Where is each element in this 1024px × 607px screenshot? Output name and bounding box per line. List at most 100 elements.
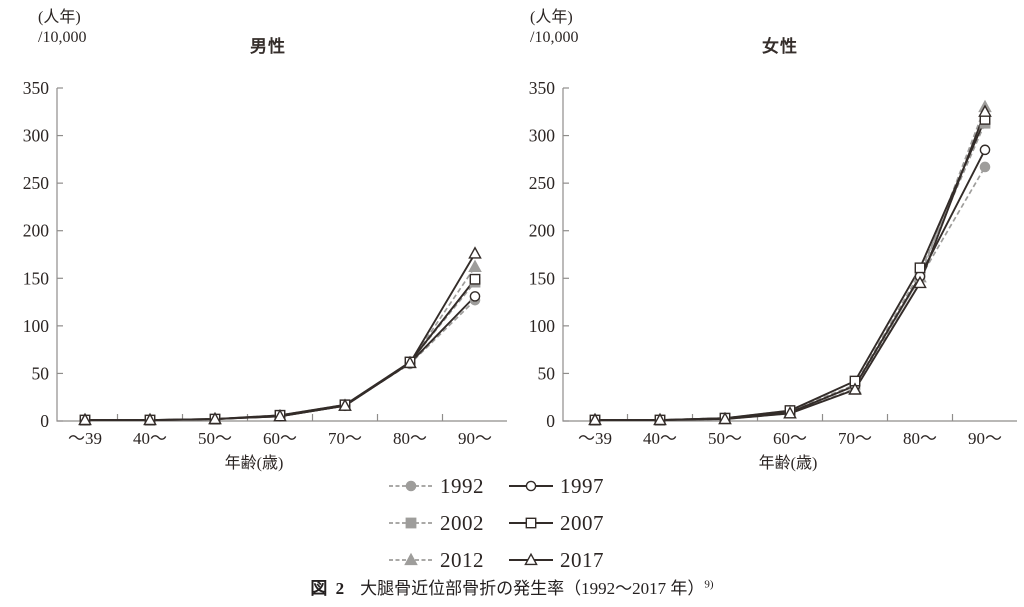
legend-item-2012: 2012 [388,548,484,572]
male-y-unit-line1: (人年) [38,9,81,26]
x-tick-label: 80〜 [393,429,427,448]
data-point-2017 [273,408,287,422]
axes-lines [56,88,507,422]
legend-item-2007: 2007 [508,511,604,535]
x-tick-label: 60〜 [263,429,297,448]
x-tick-label: 〜39 [578,429,612,448]
legend-marker [525,517,537,529]
y-tick-label: 250 [23,173,50,193]
data-point-1997 [979,144,991,156]
y-tick-label: 50 [538,363,556,383]
female-y-unit-line1: (人年) [530,9,573,26]
y-tick-label: 200 [529,221,556,241]
figure-caption-reference: 9) [704,578,714,591]
legend-item-2017: 2017 [508,548,604,572]
female-chart-title: 女性 [762,37,798,56]
data-point-2017 [338,398,352,411]
y-tick-label: 300 [23,126,50,146]
y-tick-label: 0 [546,411,555,431]
data-point-2017 [978,104,992,117]
figure-caption: 図 2 大腿骨近位部骨折の発生率（1992〜2017 年）9) [0,574,1024,599]
data-point-2017 [208,411,222,425]
female-y-unit-line2: /10,000 [530,29,579,46]
series-line-2007 [595,119,986,421]
x-tick-label: 40〜 [133,429,167,448]
y-tick-label: 350 [23,78,50,98]
legend-dashed-circle-icon [389,480,433,492]
legend-dashed-triangle-icon [389,552,433,566]
legend-marker [404,552,418,566]
legend-solid-circle-icon [509,480,553,492]
axes-lines [562,88,1017,422]
y-tick-label: 100 [529,316,556,336]
legend: 1992 1997 2002 2007 2012 2017 [388,474,604,572]
legend-year-label: 1997 [560,473,604,498]
legend-marker [405,517,417,529]
y-tick-label: 150 [529,268,556,288]
legend-item-1997: 1997 [508,474,604,498]
series-line-2017 [85,253,476,421]
data-point-2012 [468,259,482,272]
legend-year-label: 2007 [560,510,604,535]
x-tick-label: 50〜 [708,429,742,448]
x-tick-label: 60〜 [773,429,807,448]
data-point-2007 [469,273,481,285]
legend-dashed-square-icon [389,517,433,529]
legend-solid-square-icon [509,517,553,529]
x-tick-label: 70〜 [328,429,362,448]
data-point-2017 [913,275,927,289]
y-tick-label: 50 [32,363,50,383]
data-point-1997 [469,291,481,302]
x-tick-label: 70〜 [838,429,872,448]
male-y-unit-line2: /10,000 [38,29,87,46]
y-tick-label: 350 [529,78,556,98]
y-tick-label: 100 [23,316,50,336]
x-tick-label: 40〜 [643,429,677,448]
data-point-1992 [979,161,991,173]
series-line-2002 [595,122,986,421]
data-point-2017 [403,355,417,369]
legend-year-label: 2002 [440,510,484,535]
legend-marker [524,552,538,566]
y-tick-label: 200 [23,221,50,241]
x-tick-label: 90〜 [458,429,492,448]
series-line-2007 [85,278,476,421]
y-tick-label: 0 [40,411,49,431]
legend-marker [405,480,417,492]
female-y-unit-label: (人年) /10,000 [530,8,578,48]
y-tick-label: 250 [529,173,556,193]
figure-caption-text: 大腿骨近位部骨折の発生率（1992〜2017 年） [360,579,705,598]
x-tick-label: 80〜 [903,429,937,448]
x-axis-label: 年齢(歳) [225,454,284,472]
series-line-2012 [85,266,476,421]
male-line-chart: 0 50 100 150 200 250 300 350 〜39 40〜 50〜 60〜 70〜 80〜 9… [23,78,507,472]
data-point-2017 [468,246,482,259]
y-tick-label: 150 [23,268,50,288]
male-y-unit-label: (人年) /10,000 [38,8,86,48]
data-point-2017 [783,406,797,419]
series-line-1992 [595,166,986,421]
x-tick-label: 〜39 [68,429,102,448]
data-point-2017 [653,412,667,426]
data-point-2017 [848,382,862,395]
data-point-2007 [914,262,926,274]
female-line-chart: 0 50 100 150 200 250 300 350 〜39 40〜 50〜 60〜 70〜 80〜 9… [529,78,1017,472]
series-line-2017 [595,111,986,421]
data-point-2017 [143,412,157,426]
x-axis-label: 年齢(歳) [759,454,818,472]
x-tick-label: 90〜 [968,429,1002,448]
legend-solid-triangle-icon [509,552,553,566]
data-point-2017 [78,412,92,426]
legend-year-label: 2017 [560,547,604,572]
figure-number: 図 2 [310,579,347,598]
series-line-1997 [595,149,986,421]
data-point-2017 [588,412,602,426]
male-chart-title: 男性 [250,37,286,56]
series-line-1992 [85,299,476,421]
legend-year-label: 1992 [440,473,484,498]
legend-item-2002: 2002 [388,511,484,535]
x-tick-label: 50〜 [198,429,232,448]
legend-marker [525,480,537,492]
data-point-2017 [718,411,732,425]
